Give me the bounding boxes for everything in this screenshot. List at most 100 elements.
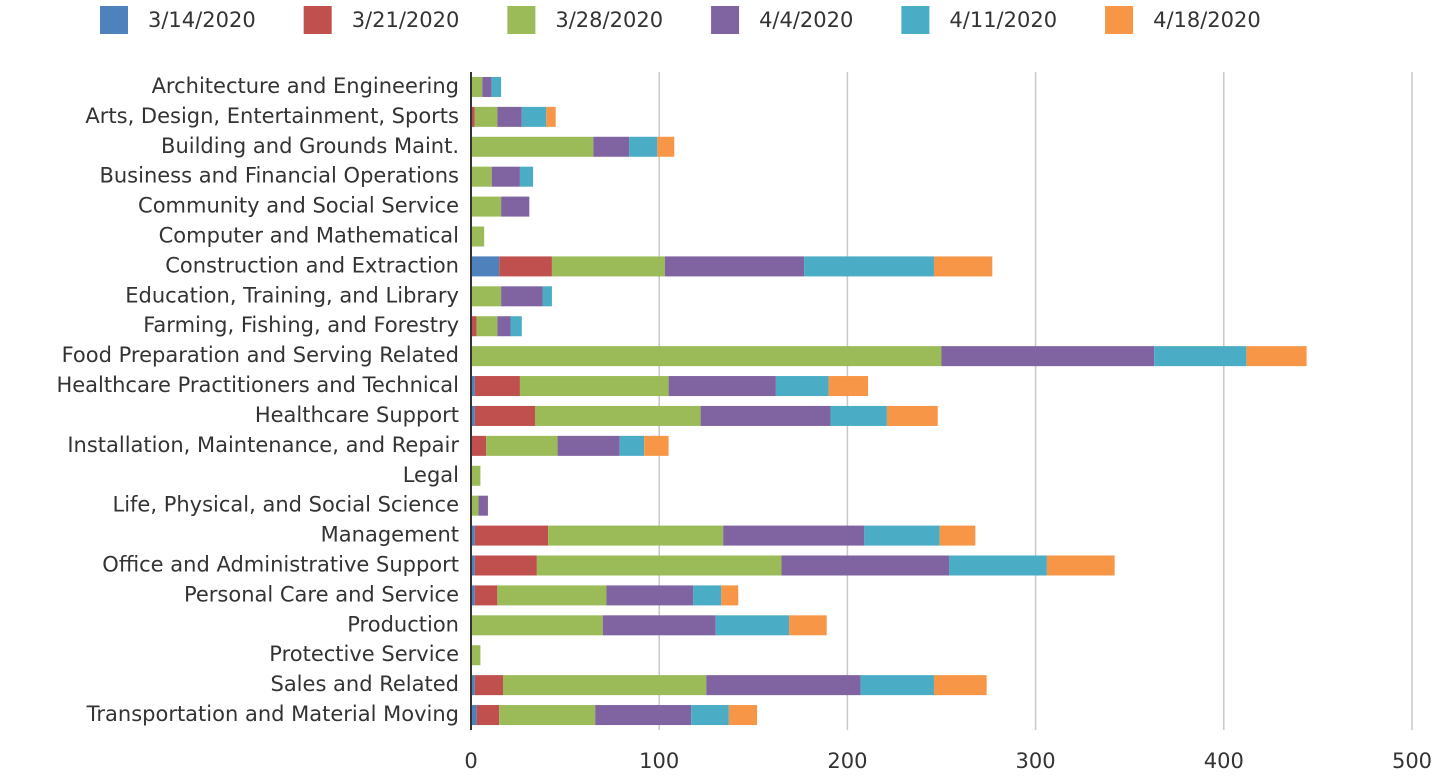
y-tick-label: Installation, Maintenance, and Repair	[67, 433, 459, 457]
bar-segment	[593, 136, 630, 157]
y-tick-label: Arts, Design, Entertainment, Sports	[85, 104, 459, 128]
bar-segment	[519, 166, 534, 187]
bar-segment	[830, 405, 887, 426]
bar-segment	[471, 615, 603, 636]
legend-swatch	[901, 6, 930, 34]
bar-segment	[721, 585, 739, 606]
x-tick-label: 400	[1204, 749, 1244, 773]
y-tick-label: Life, Physical, and Social Science	[113, 493, 460, 517]
bar-segment	[933, 256, 993, 277]
y-tick-label: Food Preparation and Serving Related	[62, 343, 459, 367]
bar-segment	[664, 256, 805, 277]
bar-segment	[534, 405, 701, 426]
bar-segment	[1246, 346, 1307, 367]
bar-segment	[864, 525, 940, 546]
bar-segment	[939, 525, 976, 546]
bar-segment	[804, 256, 934, 277]
bar-segment	[700, 405, 831, 426]
bar-segment	[471, 346, 942, 367]
bar-segment	[471, 376, 475, 397]
x-tick-label: 500	[1392, 749, 1432, 773]
legend-swatch	[711, 6, 740, 34]
bar-segment	[476, 705, 500, 726]
bar-segment	[471, 495, 479, 516]
bar-segment	[715, 615, 790, 636]
x-tick-label: 200	[827, 749, 867, 773]
y-tick-label: Personal Care and Service	[184, 582, 459, 606]
bar-segment	[497, 106, 522, 127]
y-tick-label: Healthcare Practitioners and Technical	[56, 373, 459, 397]
bar-segment	[629, 136, 658, 157]
bar-segment	[471, 316, 477, 337]
bar-segment	[723, 525, 865, 546]
bar-segment	[471, 705, 477, 726]
bar-segment	[557, 435, 620, 456]
x-tick-label: 300	[1016, 749, 1056, 773]
y-tick-label: Sales and Related	[270, 672, 459, 696]
bar-segment	[471, 166, 492, 187]
bar-segment	[471, 76, 483, 97]
bar-segment	[551, 256, 665, 277]
y-tick-label: Computer and Mathematical	[159, 224, 459, 248]
bar-segment	[781, 555, 950, 576]
bar-segment	[1046, 555, 1115, 576]
bar-segment	[941, 346, 1155, 367]
legend-label: 4/11/2020	[949, 8, 1057, 32]
bar-segment	[728, 705, 758, 726]
bar-segment	[471, 286, 502, 307]
bar-segment	[775, 376, 829, 397]
y-tick-label: Production	[347, 612, 459, 636]
y-tick-label: Protective Service	[269, 642, 459, 666]
legend-label: 3/21/2020	[352, 8, 460, 32]
legend-swatch	[303, 6, 332, 34]
bar-segment	[471, 555, 475, 576]
bar-segment	[933, 675, 987, 696]
bar-segment	[657, 136, 675, 157]
bar-segment	[619, 435, 645, 456]
bar-segment	[548, 525, 724, 546]
bar-segment	[499, 256, 552, 277]
legend-label: 3/14/2020	[148, 8, 256, 32]
bar-segment	[471, 106, 475, 127]
y-tick-label: Building and Grounds Maint.	[161, 134, 459, 158]
legend-label: 4/4/2020	[759, 8, 853, 32]
bar-segment	[486, 435, 558, 456]
bar-segment	[471, 435, 487, 456]
bar-segment	[471, 196, 502, 217]
bar-segment	[602, 615, 716, 636]
bar-segment	[499, 705, 596, 726]
bar-segment	[860, 675, 934, 696]
bar-segment	[693, 585, 722, 606]
bar-segment	[471, 256, 500, 277]
bar-segment	[828, 376, 869, 397]
legend-swatch	[507, 6, 536, 34]
bar-segment	[542, 286, 552, 307]
bar-segment	[521, 106, 547, 127]
bar-segment	[474, 525, 549, 546]
bar-segment	[471, 136, 594, 157]
bar-segment	[476, 316, 498, 337]
bar-segment	[949, 555, 1047, 576]
bar-segment	[519, 376, 669, 397]
legend-label: 3/28/2020	[555, 8, 663, 32]
bar-segment	[691, 705, 729, 726]
bar-segment	[546, 106, 556, 127]
y-tick-label: Education, Training, and Library	[125, 283, 459, 307]
bar-segment	[595, 705, 692, 726]
bar-segment	[478, 495, 488, 516]
bar-segment	[644, 435, 669, 456]
bar-segment	[501, 196, 530, 217]
bar-segment	[536, 555, 782, 576]
bar-segment	[474, 555, 537, 576]
bar-segment	[471, 585, 475, 606]
bar-segment	[501, 286, 543, 307]
bar-segment	[474, 675, 503, 696]
bar-segment	[474, 585, 498, 606]
bar-segment	[471, 675, 475, 696]
y-tick-label: Transportation and Material Moving	[86, 702, 459, 726]
x-tick-label: 0	[464, 749, 477, 773]
bar-segment	[474, 106, 498, 127]
y-tick-label: Management	[321, 523, 459, 547]
legend-swatch	[100, 6, 128, 34]
